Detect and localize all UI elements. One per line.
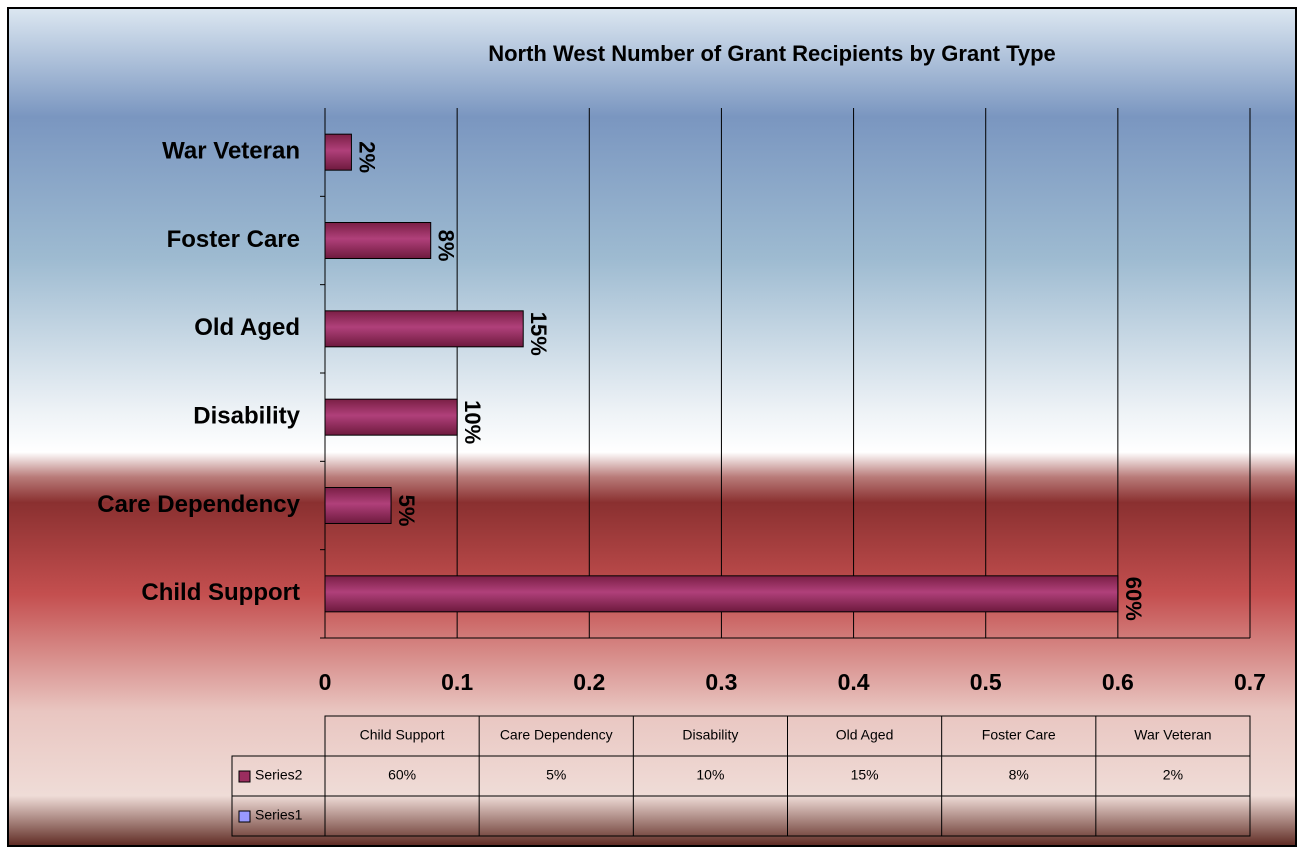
x-tick-label: 0	[319, 669, 332, 695]
data-label: 15%	[526, 312, 551, 356]
bar	[324, 222, 432, 259]
x-tick-label: 0.2	[573, 669, 605, 695]
y-tick-label: Old Aged	[194, 314, 300, 341]
x-tick-label: 0.4	[838, 669, 870, 695]
table-cell: 10%	[696, 767, 724, 783]
y-tick-label: Child Support	[141, 579, 300, 606]
table-cell: 5%	[546, 767, 566, 783]
data-label: 8%	[434, 230, 459, 262]
bar	[324, 398, 458, 436]
legend-label: Series1	[255, 807, 303, 823]
x-tick-label: 0.1	[441, 669, 473, 695]
background	[7, 7, 1297, 847]
table-header: Foster Care	[982, 727, 1056, 743]
chart-title: North West Number of Grant Recipients by…	[488, 41, 1056, 66]
table-header: Child Support	[360, 727, 445, 743]
y-tick-label: War Veteran	[162, 138, 300, 165]
y-tick-label: Care Dependency	[97, 491, 300, 518]
bar	[324, 133, 352, 171]
data-label: 5%	[394, 495, 419, 527]
bar	[324, 310, 524, 348]
table-cell: 8%	[1009, 767, 1029, 783]
legend-swatch	[238, 810, 251, 823]
x-tick-label: 0.7	[1234, 669, 1266, 695]
bar	[324, 487, 392, 524]
table-header: War Veteran	[1134, 727, 1211, 743]
y-tick-label: Disability	[193, 403, 300, 430]
x-tick-label: 0.5	[970, 669, 1002, 695]
table-header: Care Dependency	[500, 727, 613, 743]
legend-swatch	[238, 770, 251, 783]
table-header: Old Aged	[836, 727, 894, 743]
table-header: Disability	[682, 727, 738, 743]
x-tick-label: 0.3	[705, 669, 737, 695]
legend-label: Series2	[255, 767, 303, 783]
x-tick-label: 0.6	[1102, 669, 1134, 695]
bar	[324, 575, 1119, 613]
table-cell: 2%	[1163, 767, 1183, 783]
table-cell: 15%	[851, 767, 879, 783]
data-label: 2%	[354, 141, 379, 173]
data-label: 60%	[1121, 577, 1146, 621]
data-label: 10%	[460, 400, 485, 444]
y-tick-label: Foster Care	[167, 226, 300, 253]
table-cell: 60%	[388, 767, 416, 783]
